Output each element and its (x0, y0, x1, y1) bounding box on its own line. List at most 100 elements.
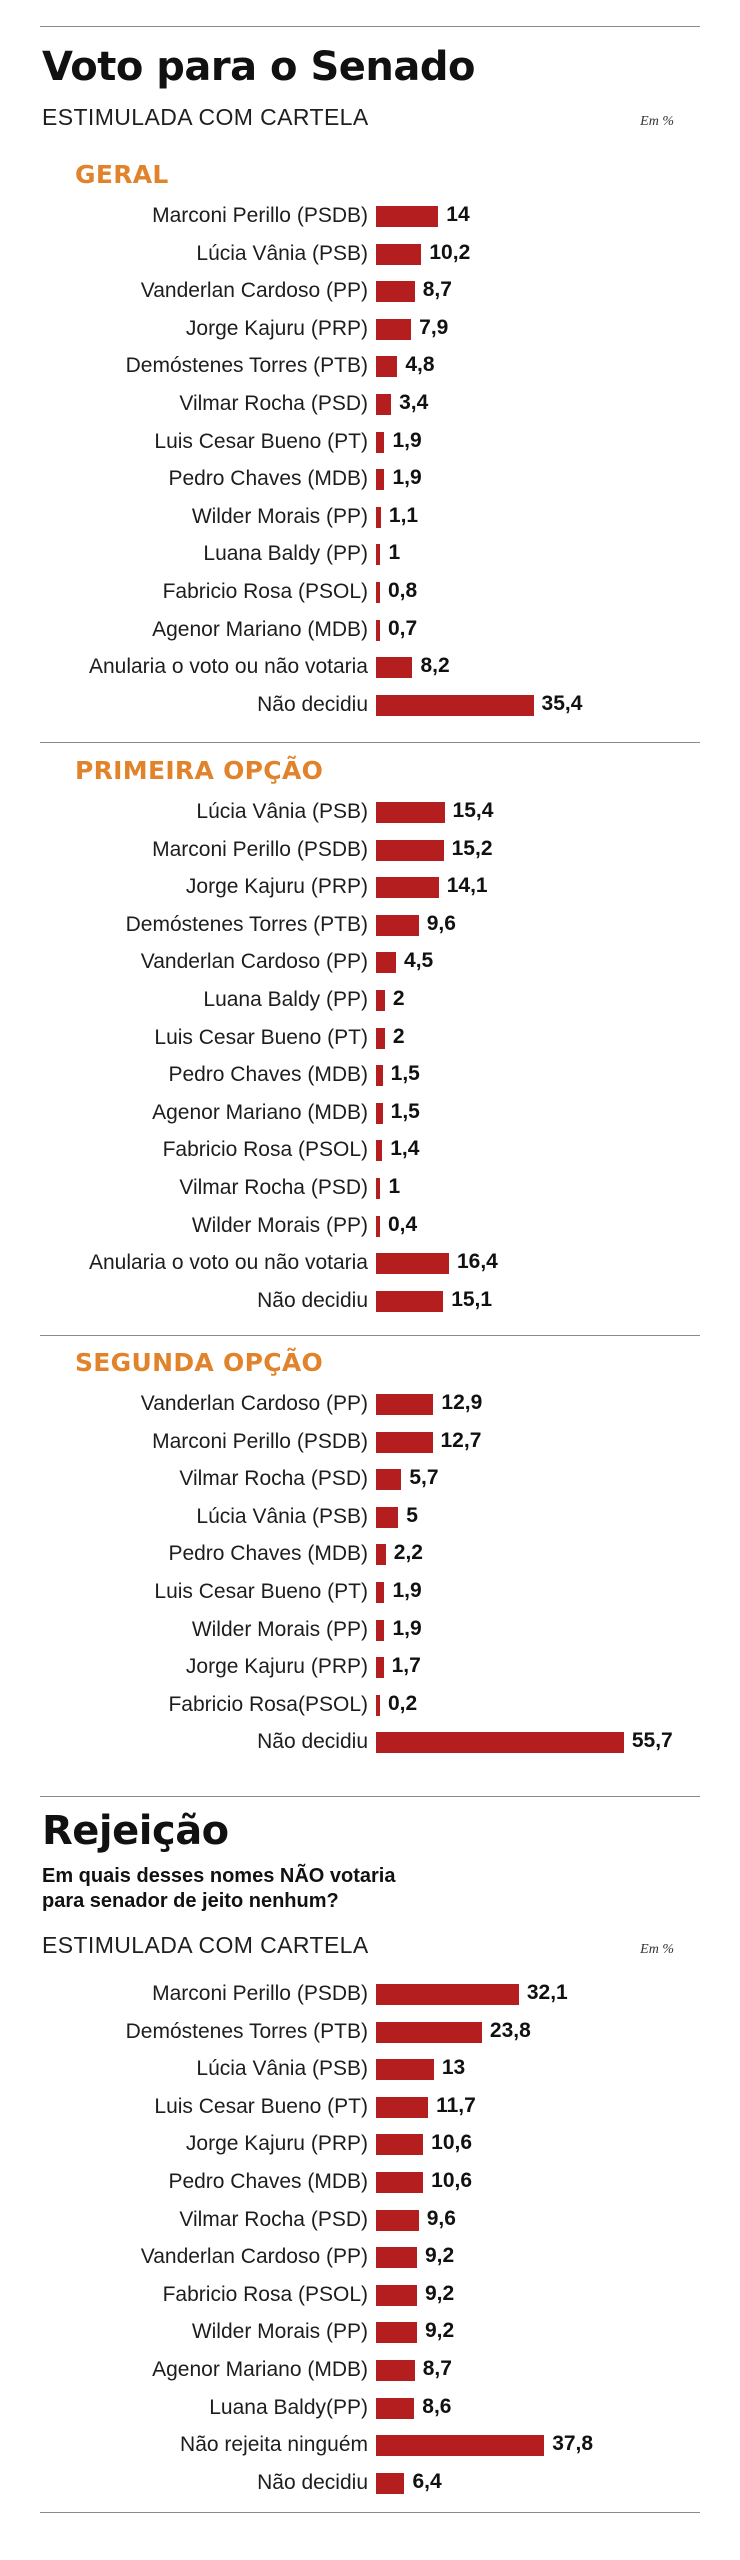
value-label: 14 (446, 203, 470, 226)
category-label: Pedro Chaves (MDB) (168, 1063, 368, 1087)
bar (376, 206, 439, 227)
bar (376, 1215, 380, 1237)
bar (376, 839, 444, 861)
category-label: Pedro Chaves (MDB) (168, 2170, 368, 2193)
bar (376, 582, 380, 603)
bar (376, 914, 419, 936)
bar (376, 2435, 545, 2457)
bar-row: Luis Cesar Bueno (PT) 2 (0, 1020, 740, 1057)
bar-row: Vanderlan Cardoso (PP) 9,2 (0, 2239, 740, 2276)
divider-rule (40, 1796, 700, 1797)
bar-row: Não rejeita ninguém 37,8 (0, 2427, 740, 2464)
category-label: Vanderlan Cardoso (PP) (140, 2245, 368, 2269)
bar (376, 1657, 384, 1679)
bar (376, 281, 415, 303)
category-label: Luana Baldy(PP) (209, 2395, 368, 2419)
category-label: Não decidiu (257, 1730, 368, 1754)
bar (376, 619, 380, 641)
value-label: 8,7 (422, 2357, 452, 2380)
bar (376, 1027, 385, 1049)
category-label: Wilder Morais (PP) (191, 504, 368, 528)
value-label: 0,2 (388, 1691, 418, 1715)
bar-row: Luana Baldy (PP) 2 (0, 982, 740, 1019)
bar (376, 1619, 385, 1641)
bar-row: Luana Baldy (PP) 1 (0, 536, 740, 573)
bar-row: Vanderlan Cardoso (PP) 12,9 (0, 1386, 740, 1423)
category-label: Demóstenes Torres (PTB) (125, 912, 368, 936)
bar (376, 990, 385, 1011)
value-label: 0,7 (388, 616, 418, 640)
bar (376, 2397, 415, 2419)
value-label: 3,4 (399, 391, 429, 414)
value-label: 1 (388, 1175, 401, 1198)
rejection-question-line-2: para senador de jeito nenhum? (42, 1890, 339, 1912)
bar (376, 2284, 417, 2306)
bar (376, 506, 381, 528)
rejection-question-line-1: Em quais desses nomes NÃO votaria (42, 1865, 396, 1887)
category-label: Fabricio Rosa (PSOL) (162, 580, 368, 603)
category-label: Marconi Perillo (PSDB) (152, 1982, 368, 2005)
category-label: Luana Baldy (PP) (203, 542, 368, 566)
bar (376, 1102, 383, 1124)
category-label: Agenor Mariano (MDB) (152, 617, 368, 641)
value-label: 55,7 (631, 1729, 673, 1753)
bar-row: Wilder Morais (PP) 0,4 (0, 1208, 740, 1245)
bar-row: Pedro Chaves (MDB) 1,9 (0, 461, 740, 498)
value-label: 9,2 (424, 2281, 455, 2305)
value-label: 9,6 (426, 2206, 456, 2230)
bar (376, 1582, 385, 1603)
top-rule (40, 26, 700, 27)
bar-row: Fabricio Rosa (PSOL) 0,8 (0, 574, 740, 611)
category-label: Lúcia Vânia (PSB) (196, 241, 368, 265)
category-label: Anularia o voto ou não votaria (88, 1251, 368, 1275)
category-label: Lúcia Vânia (PSB) (196, 2057, 368, 2081)
bar-row: Marconi Perillo (PSDB) 32,1 (0, 1976, 740, 2013)
category-label: Jorge Kajuru (PRP) (185, 316, 368, 340)
category-label: Não decidiu (257, 2470, 368, 2494)
bar-row: Fabricio Rosa (PSOL) 1,4 (0, 1132, 740, 1169)
category-label: Não decidiu (257, 692, 368, 716)
value-label: 7,9 (419, 315, 449, 339)
bar (376, 544, 381, 566)
value-label: 13 (441, 2056, 466, 2080)
category-label: Wilder Morais (PP) (191, 1213, 368, 1237)
bar-row: Vanderlan Cardoso (PP) 4,5 (0, 944, 740, 981)
category-label: Jorge Kajuru (PRP) (185, 875, 368, 899)
bar-row: Jorge Kajuru (PRP) 10,6 (0, 2126, 740, 2163)
category-label: Jorge Kajuru (PRP) (185, 1655, 368, 1679)
bar-row: Wilder Morais (PP) 1,1 (0, 499, 740, 536)
value-label: 8,6 (422, 2394, 452, 2418)
bar-row: Demóstenes Torres (PTB) 9,6 (0, 907, 740, 944)
bar (376, 952, 397, 974)
category-label: Marconi Perillo (PSDB) (152, 837, 368, 861)
category-label: Demóstenes Torres (PTB) (125, 354, 368, 378)
category-label: Não decidiu (257, 1288, 368, 1312)
bar (376, 469, 385, 491)
bar-row: Vilmar Rocha (PSD) 9,6 (0, 2202, 740, 2239)
category-label: Lúcia Vânia (PSB) (196, 1504, 368, 1528)
category-label: Wilder Morais (PP) (191, 2320, 368, 2344)
page-subtitle: ESTIMULADA COM CARTELA (42, 104, 369, 130)
value-label: 8,2 (420, 654, 450, 678)
bar-row: Anularia o voto ou não votaria 16,4 (0, 1245, 740, 1282)
bar-row: Jorge Kajuru (PRP) 1,7 (0, 1649, 740, 1686)
value-label: 1,9 (392, 1579, 422, 1602)
value-label: 14,1 (446, 874, 488, 898)
value-label: 16,4 (456, 1250, 498, 1274)
bar (376, 1694, 380, 1716)
section-title-segunda-opcao: SEGUNDA OPÇÃO (75, 1348, 324, 1377)
value-label: 10,2 (429, 240, 471, 264)
bar-row: Não decidiu 35,4 (0, 687, 740, 724)
bar-row: Vanderlan Cardoso (PP) 8,7 (0, 273, 740, 310)
value-label: 5,7 (409, 1466, 439, 1490)
bar-row: Lúcia Vânia (PSB) 5 (0, 1499, 740, 1536)
bar-row: Não decidiu 15,1 (0, 1283, 740, 1320)
bar-row: Wilder Morais (PP) 1,9 (0, 1612, 740, 1649)
unit-note: Em % (640, 114, 674, 129)
value-label: 9,2 (424, 2319, 455, 2343)
bar (376, 2247, 417, 2269)
value-label: 2,2 (393, 1541, 423, 1565)
bar (376, 657, 413, 679)
category-label: Luana Baldy (PP) (203, 988, 368, 1011)
section-title-geral: GERAL (75, 160, 169, 189)
